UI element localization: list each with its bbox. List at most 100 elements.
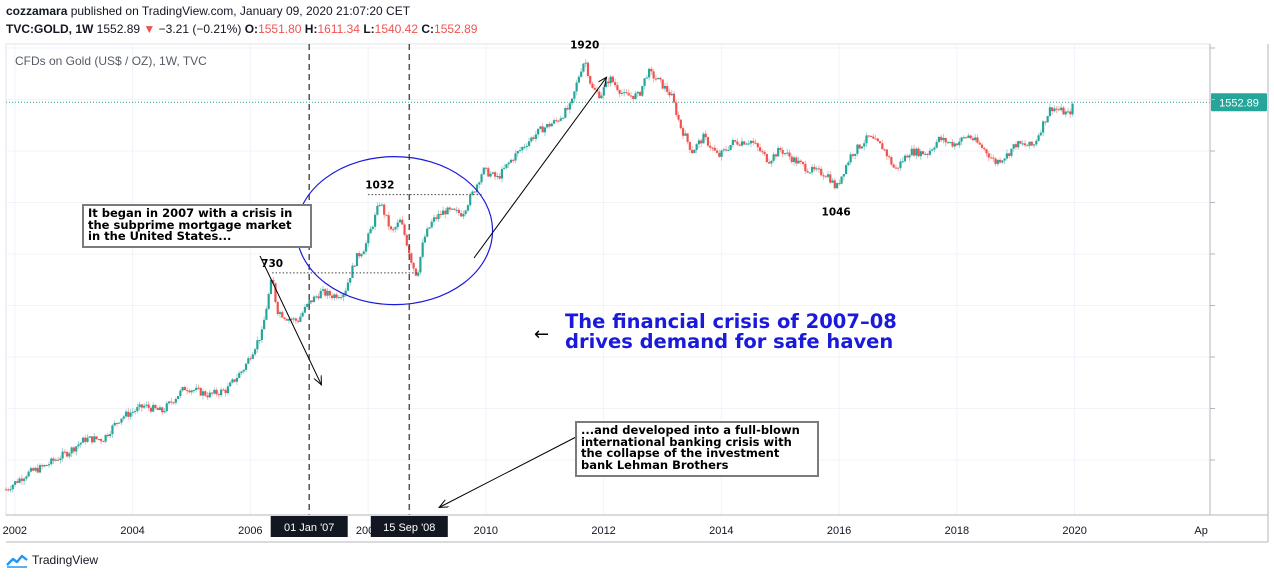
candle-body — [779, 148, 782, 150]
candle-body — [204, 391, 207, 396]
current-price-label: 1552.89 — [1219, 97, 1259, 109]
candle-body — [489, 173, 492, 177]
author-name[interactable]: cozzamara — [6, 4, 68, 18]
candle-body — [215, 389, 218, 395]
candle-body — [901, 161, 904, 163]
candle-body — [84, 437, 87, 442]
candle-body — [369, 228, 372, 234]
candle-body — [494, 172, 497, 177]
candle-body — [1019, 141, 1022, 144]
candle-body — [912, 148, 916, 156]
candle-body — [677, 114, 680, 120]
annotation-box-subprime: It began in 2007 with a crisis in the su… — [82, 204, 312, 248]
candle-body — [881, 143, 884, 150]
candle-body — [20, 478, 23, 481]
x-tick-label: 2012 — [591, 525, 615, 537]
candle-body — [491, 172, 494, 174]
candle-body — [113, 422, 116, 426]
candle-body — [863, 143, 866, 147]
footer-brand[interactable]: TradingView — [6, 552, 98, 568]
candle-body — [360, 254, 363, 257]
candle-body — [695, 144, 698, 150]
candle-body — [980, 144, 984, 148]
candle-body — [842, 174, 845, 177]
candle-body — [344, 290, 347, 295]
candle-body — [985, 149, 988, 154]
candle-body — [1071, 103, 1074, 115]
x-tick-label: 2018 — [945, 525, 969, 537]
candle-body — [337, 297, 340, 299]
candle-body — [949, 142, 952, 144]
candle-body — [367, 233, 370, 244]
candle-body — [962, 137, 965, 139]
candle-body — [919, 151, 922, 157]
candle-body — [1010, 148, 1013, 156]
legend-title: CFDs on Gold (US$ / OZ), 1W, TVC — [15, 54, 207, 68]
x-tick-label: 2006 — [238, 525, 262, 537]
candle-body — [294, 318, 297, 321]
candle-body — [95, 436, 98, 440]
candle-body — [761, 151, 764, 153]
candle-body — [378, 205, 381, 207]
candle-body — [944, 138, 947, 143]
candle-body — [571, 98, 574, 104]
candle-body — [652, 71, 655, 79]
candle-body — [749, 140, 753, 144]
candle-body — [1069, 111, 1072, 115]
candle-body — [374, 214, 377, 227]
candle-body — [958, 141, 961, 146]
candle-body — [903, 155, 907, 162]
candle-body — [165, 403, 168, 412]
candle-body — [541, 126, 544, 133]
candle-body — [1039, 132, 1042, 136]
candle-body — [971, 138, 975, 141]
candle-body — [405, 234, 408, 246]
candle-body — [998, 159, 1002, 163]
candle-body — [838, 183, 841, 185]
candle-body — [675, 102, 678, 115]
candle-body — [93, 436, 96, 443]
candle-body — [715, 150, 719, 153]
candle-body — [301, 312, 304, 317]
candle-body — [13, 481, 17, 485]
candle-body — [410, 253, 413, 263]
candle-body — [894, 167, 898, 169]
candle-body — [34, 467, 37, 471]
candle-body — [414, 268, 417, 276]
x-tick-label: 2002 — [3, 525, 27, 537]
symbol-info: TVC:GOLD, 1W 1552.89 ▼ −3.21 (−0.21%) O:… — [6, 22, 477, 36]
candle-body — [1008, 153, 1011, 156]
candle-body — [878, 141, 882, 144]
candle-body — [283, 317, 286, 320]
candle-body — [691, 149, 694, 154]
candle-body — [460, 213, 463, 217]
candle-body — [557, 120, 560, 122]
candle-body — [625, 92, 628, 94]
candle-body — [906, 155, 909, 158]
candle-body — [104, 434, 107, 442]
candle-body — [1028, 141, 1031, 146]
candle-body — [765, 153, 768, 163]
candle-body — [867, 135, 870, 137]
candle-body — [539, 126, 542, 129]
current-price-tag — [1211, 93, 1267, 112]
candle-body — [598, 91, 601, 99]
candle-body — [124, 411, 128, 417]
candle-body — [392, 229, 395, 231]
candle-body — [242, 369, 245, 372]
candle-body — [638, 91, 642, 96]
candle-body — [1001, 160, 1004, 163]
candle-body — [217, 394, 220, 396]
candle-body — [1026, 145, 1029, 147]
candle-body — [355, 253, 359, 267]
candle-body — [450, 208, 454, 210]
candle-body — [965, 137, 968, 139]
candle-body — [419, 256, 422, 273]
candle-body — [163, 411, 166, 413]
candle-body — [466, 205, 470, 211]
candle-body — [380, 204, 383, 206]
candle-body — [315, 296, 318, 298]
candle-body — [983, 147, 986, 150]
candle-body — [629, 95, 633, 97]
